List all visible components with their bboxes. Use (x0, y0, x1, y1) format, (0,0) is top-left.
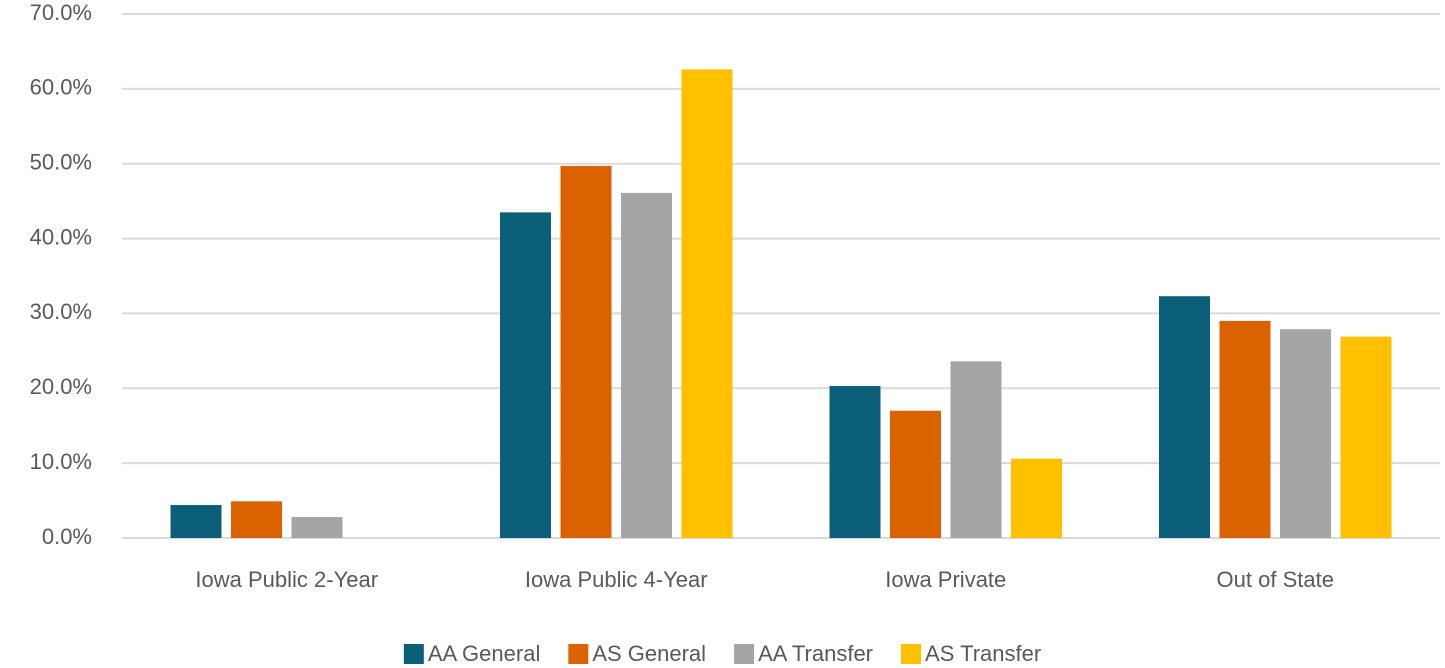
bar (1340, 336, 1392, 538)
legend-label: AS General (592, 641, 706, 666)
legend-label: AA Transfer (758, 641, 873, 666)
x-tick-label: Iowa Public 2-Year (195, 567, 378, 592)
y-tick-label: 60.0% (30, 75, 92, 100)
bar (681, 69, 733, 538)
bar (560, 165, 612, 538)
y-tick-label: 70.0% (30, 0, 92, 25)
y-tick-label: 30.0% (30, 299, 92, 324)
bar (1280, 329, 1331, 538)
bar (950, 361, 1002, 538)
y-tick-label: 20.0% (30, 374, 92, 399)
y-tick-label: 50.0% (30, 150, 92, 175)
bar (621, 192, 672, 538)
bar (829, 386, 881, 538)
bar (1159, 296, 1210, 538)
bar (291, 517, 343, 538)
bar (500, 212, 551, 538)
y-tick-label: 0.0% (42, 524, 92, 549)
legend-swatch (901, 644, 922, 664)
bar (231, 501, 282, 538)
bar (890, 410, 941, 538)
bar (1011, 458, 1062, 538)
x-tick-label: Iowa Private (885, 567, 1006, 592)
y-tick-label: 40.0% (30, 224, 92, 249)
legend-swatch (568, 644, 589, 664)
legend-label: AS Transfer (925, 641, 1041, 666)
legend-swatch (403, 644, 424, 664)
x-tick-label: Out of State (1217, 567, 1334, 592)
legend-label: AA General (428, 641, 541, 666)
bar (170, 505, 222, 538)
bar (1219, 320, 1271, 538)
y-tick-label: 10.0% (30, 449, 92, 474)
legend-swatch (734, 644, 755, 664)
x-tick-label: Iowa Public 4-Year (525, 567, 708, 592)
